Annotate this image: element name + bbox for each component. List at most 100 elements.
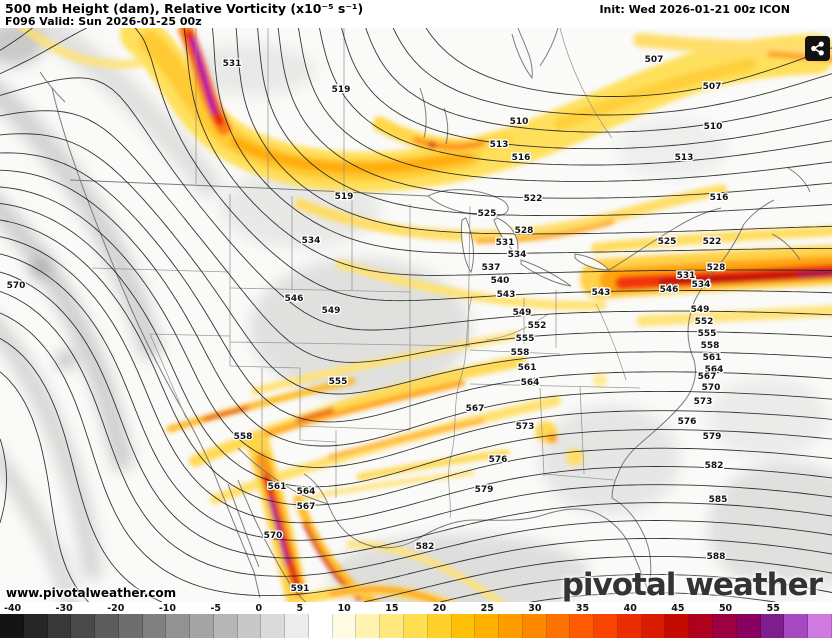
contour-label: 546 — [285, 294, 304, 304]
colorbar-cell — [237, 614, 262, 638]
contour-label: 570 — [7, 281, 26, 291]
colorbar-cell — [522, 614, 547, 638]
colorbar-cell — [380, 614, 405, 638]
contour-label: 519 — [335, 192, 354, 202]
contour-label: 555 — [329, 377, 348, 387]
colorbar-cell — [570, 614, 595, 638]
colorbar: -40 -30 -20 -10 -5 0 5 10 15 20 25 30 35 40 45 50 55 — [0, 602, 832, 638]
colorbar-tick-label: 35 — [575, 602, 590, 614]
colorbar-cell — [95, 614, 119, 638]
contour-label: 567 — [466, 404, 485, 414]
colorbar-tick-label: -5 — [210, 602, 221, 614]
contour-label: 516 — [710, 193, 729, 203]
contour-label: 534 — [508, 250, 527, 260]
colorbar-cell — [118, 614, 143, 638]
colorbar-cell — [546, 614, 571, 638]
contour-label: 582 — [416, 542, 435, 552]
contour-label: 567 — [698, 372, 717, 382]
contour-label: 561 — [518, 363, 537, 373]
colorbar-cell — [475, 614, 500, 638]
colorbar-tick-label: 20 — [432, 602, 447, 614]
contour-label: 549 — [691, 305, 710, 315]
contour-label: 570 — [702, 383, 721, 393]
contour-label: 513 — [675, 153, 694, 163]
contour-label: 579 — [703, 432, 722, 442]
contour-label: 555 — [516, 334, 535, 344]
colorbar-cell — [356, 614, 381, 638]
colorbar-cell — [736, 614, 761, 638]
contour-label: 582 — [705, 461, 724, 471]
page-title: 500 mb Height (dam), Relative Vorticity … — [5, 1, 364, 16]
colorbar-cell — [665, 614, 690, 638]
contour-label: 558 — [701, 341, 720, 351]
contour-label: 576 — [678, 417, 697, 427]
colorbar-cell — [285, 614, 309, 638]
colorbar-cell — [213, 614, 238, 638]
contour-label: 549 — [513, 308, 532, 318]
contour-label: 576 — [489, 455, 508, 465]
contour-label: 528 — [707, 263, 726, 273]
contour-label: 564 — [297, 487, 316, 497]
contour-label: 585 — [709, 495, 728, 505]
valid-time-label: F096 Valid: Sun 2026-01-25 00z — [5, 15, 202, 28]
contour-label: 543 — [497, 290, 516, 300]
colorbar-tick-label: 10 — [337, 602, 351, 614]
colorbar-cell — [499, 614, 523, 638]
colorbar-cell — [47, 614, 72, 638]
colorbar-cell — [23, 614, 48, 638]
colorbar-cell — [641, 614, 666, 638]
colorbar-tick-label: 15 — [385, 602, 399, 614]
colorbar-cell — [712, 614, 737, 638]
height-contours — [0, 28, 832, 602]
contour-label: 579 — [475, 485, 494, 495]
colorbar-tick-label: 25 — [480, 602, 494, 614]
colorbar-tick-label: -40 — [4, 602, 22, 614]
colorbar-cell — [760, 614, 785, 638]
colorbar-cell — [404, 614, 428, 638]
contour-label: 549 — [322, 306, 341, 316]
share-button[interactable] — [805, 36, 830, 61]
contour-label: 555 — [698, 329, 717, 339]
contour-label: 510 — [510, 117, 529, 127]
colorbar-cell — [427, 614, 452, 638]
header-bar: 500 mb Height (dam), Relative Vorticity … — [0, 0, 832, 28]
colorbar-cells — [0, 614, 832, 638]
contour-label: 528 — [515, 226, 534, 236]
contour-label: 561 — [268, 482, 287, 492]
geography-state-borders — [91, 28, 641, 519]
weather-map-area: 531 519 510 507 507 510 513 513 516 516 519 522 522 5… — [0, 28, 832, 602]
pivotal-weather-logo: pivotal weather — [561, 567, 823, 602]
watermark-url: www.pivotalweather.com — [6, 586, 177, 600]
contour-label: 507 — [703, 82, 722, 92]
contour-label: 525 — [478, 209, 497, 219]
colorbar-cell — [0, 614, 24, 638]
colorbar-tick-label: 0 — [255, 602, 263, 614]
positive-vorticity-shading — [17, 28, 832, 602]
contour-label: 558 — [511, 348, 530, 358]
colorbar-cell — [594, 614, 618, 638]
colorbar-tick-label: -10 — [158, 602, 176, 614]
contour-label: 534 — [302, 236, 321, 246]
colorbar-tick-label: 55 — [766, 602, 780, 614]
contour-label: 507 — [645, 55, 664, 65]
contour-label: 531 — [223, 59, 242, 69]
colorbar-tick-label: 40 — [623, 602, 637, 614]
colorbar-cell — [332, 614, 357, 638]
colorbar-tick-label: 30 — [528, 602, 542, 614]
contour-label: 540 — [491, 276, 510, 286]
colorbar-tick-label: 45 — [671, 602, 685, 614]
contour-label: 552 — [528, 321, 547, 331]
contour-label: 573 — [516, 422, 535, 432]
contour-label: 564 — [521, 378, 540, 388]
contour-label: 516 — [512, 153, 531, 163]
init-time-label: Init: Wed 2026-01-21 00z ICON — [599, 3, 790, 16]
contour-label: 531 — [496, 238, 515, 248]
contour-label: 588 — [707, 552, 726, 562]
contour-label: 564 — [705, 365, 724, 375]
colorbar-ticks: -40 -30 -20 -10 -5 0 5 10 15 20 25 30 35 40 45 50 55 — [0, 602, 832, 614]
contour-label: 531 — [677, 271, 696, 281]
colorbar-cell — [71, 614, 96, 638]
contour-label: 558 — [234, 432, 253, 442]
colorbar-cell — [689, 614, 713, 638]
